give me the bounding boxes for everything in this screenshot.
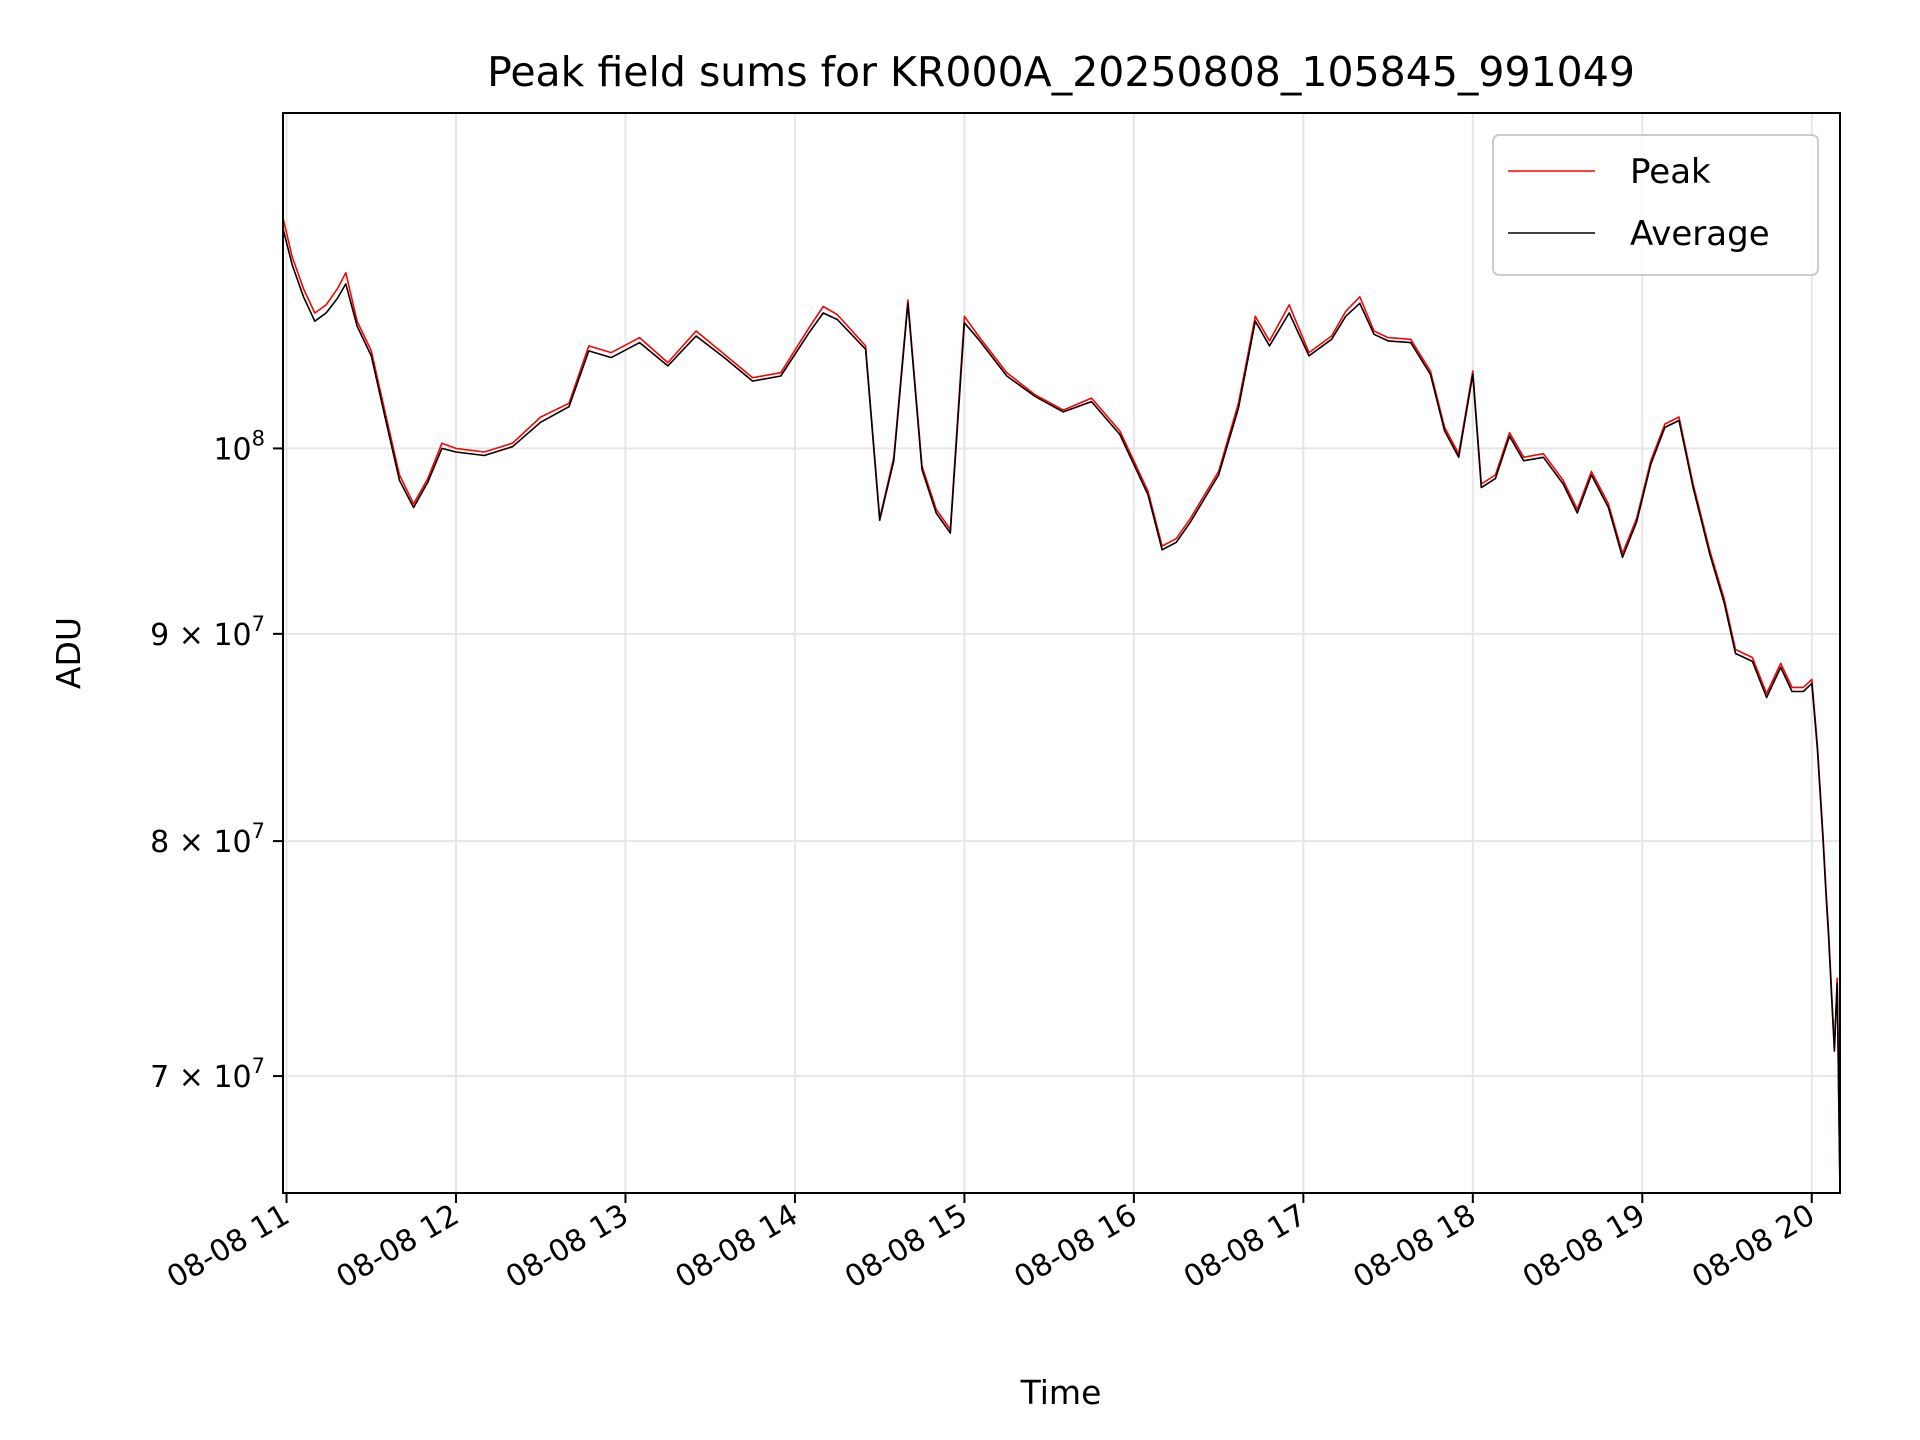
legend-label-peak: Peak: [1630, 152, 1711, 192]
y-tick-exponent: 7: [252, 612, 265, 636]
series-line-peak: [282, 217, 1841, 1191]
y-tick-exponent: 8: [252, 426, 265, 450]
y-tick-mantissa: 8 ×: [150, 825, 213, 860]
y-tick-mantissa: 7 ×: [150, 1060, 213, 1095]
grid-layer: [283, 113, 1840, 1193]
legend-box: [1492, 134, 1819, 276]
series-line-average: [282, 228, 1841, 1194]
legend: Peak Average: [1492, 134, 1819, 276]
y-tick-mantissa: 9 ×: [150, 618, 213, 653]
y-tick-base: 10: [213, 618, 251, 653]
plot-frame: [282, 112, 1841, 1194]
y-tick-base: 10: [213, 825, 251, 860]
x-axis-label: Time: [1020, 1373, 1102, 1412]
y-tick-label: 8 × 107: [150, 819, 265, 860]
plot-area: [282, 217, 1841, 1194]
y-tick-exponent: 7: [252, 1054, 265, 1078]
y-tick-exponent: 7: [252, 819, 265, 843]
y-tick-label: 108: [213, 426, 265, 467]
y-tick-label: 9 × 107: [150, 612, 265, 653]
series-layer: [282, 217, 1841, 1194]
legend-label-average: Average: [1630, 214, 1770, 254]
y-tick-base: 10: [213, 1060, 251, 1095]
chart-title: Peak field sums for KR000A_20250808_1058…: [487, 48, 1635, 96]
y-tick-label: 7 × 107: [150, 1054, 265, 1095]
y-tick-base: 10: [213, 432, 251, 467]
y-axis-label: ADU: [49, 617, 88, 689]
